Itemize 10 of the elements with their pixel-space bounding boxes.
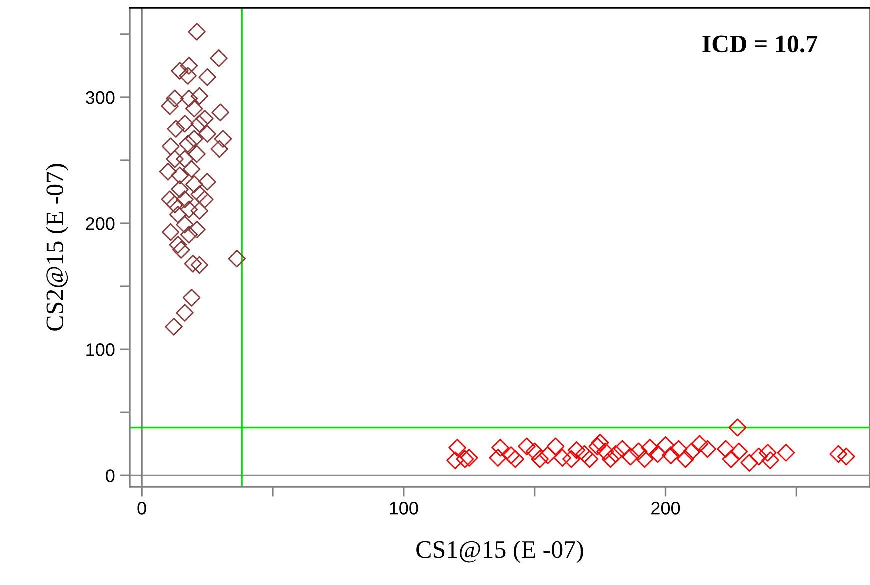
y-axis-title: CS2@15 (E -07) <box>46 164 69 331</box>
y-tick-label: 100 <box>86 344 115 356</box>
x-tick-label: 0 <box>138 502 146 515</box>
y-tick-label: 200 <box>86 217 115 230</box>
y-tick-label: 0 <box>106 470 115 482</box>
x-axis-title: CS1@15 (E -07) <box>416 540 584 564</box>
x-tick-label: 100 <box>390 502 418 515</box>
annotation: ICD = 10.7 <box>702 36 818 53</box>
y-tick-label: 300 <box>86 91 115 104</box>
x-tick-label: 200 <box>652 502 680 515</box>
